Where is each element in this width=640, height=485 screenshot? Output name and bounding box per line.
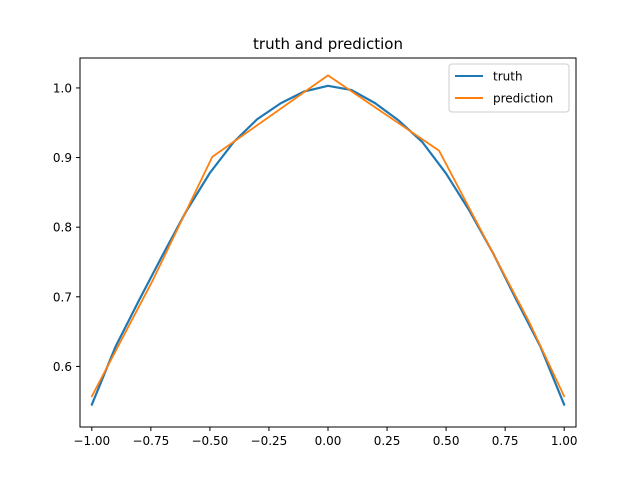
x-tick-label: −0.75 (132, 434, 169, 448)
x-tick-label: 1.00 (551, 434, 578, 448)
y-tick-label: 1.0 (53, 81, 72, 95)
x-tick-label: 0.75 (492, 434, 519, 448)
x-tick-label: 0.50 (433, 434, 460, 448)
series-line-prediction (90, 74, 566, 398)
legend: truth prediction (448, 63, 570, 113)
axes-layer: −1.00 −0.75 −0.50 −0.25 0.00 0.25 0.50 0.75 1.00… (53, 57, 578, 448)
y-tick-label: 0.6 (53, 360, 72, 374)
y-tick-label: 0.7 (53, 290, 72, 304)
y-tick-label: 0.8 (53, 221, 72, 235)
x-tick-label: −0.25 (251, 434, 288, 448)
x-tick-label: −0.50 (192, 434, 229, 448)
legend-label-prediction: prediction (493, 92, 553, 106)
legend-label-truth: truth (493, 70, 523, 84)
x-tick-label: −1.00 (73, 434, 110, 448)
x-tick-label: 0.25 (374, 434, 401, 448)
chart-title: truth and prediction (253, 35, 403, 53)
x-tick-label: 0.00 (315, 434, 342, 448)
y-tick-label: 0.9 (53, 151, 72, 165)
series-layer (90, 74, 566, 406)
